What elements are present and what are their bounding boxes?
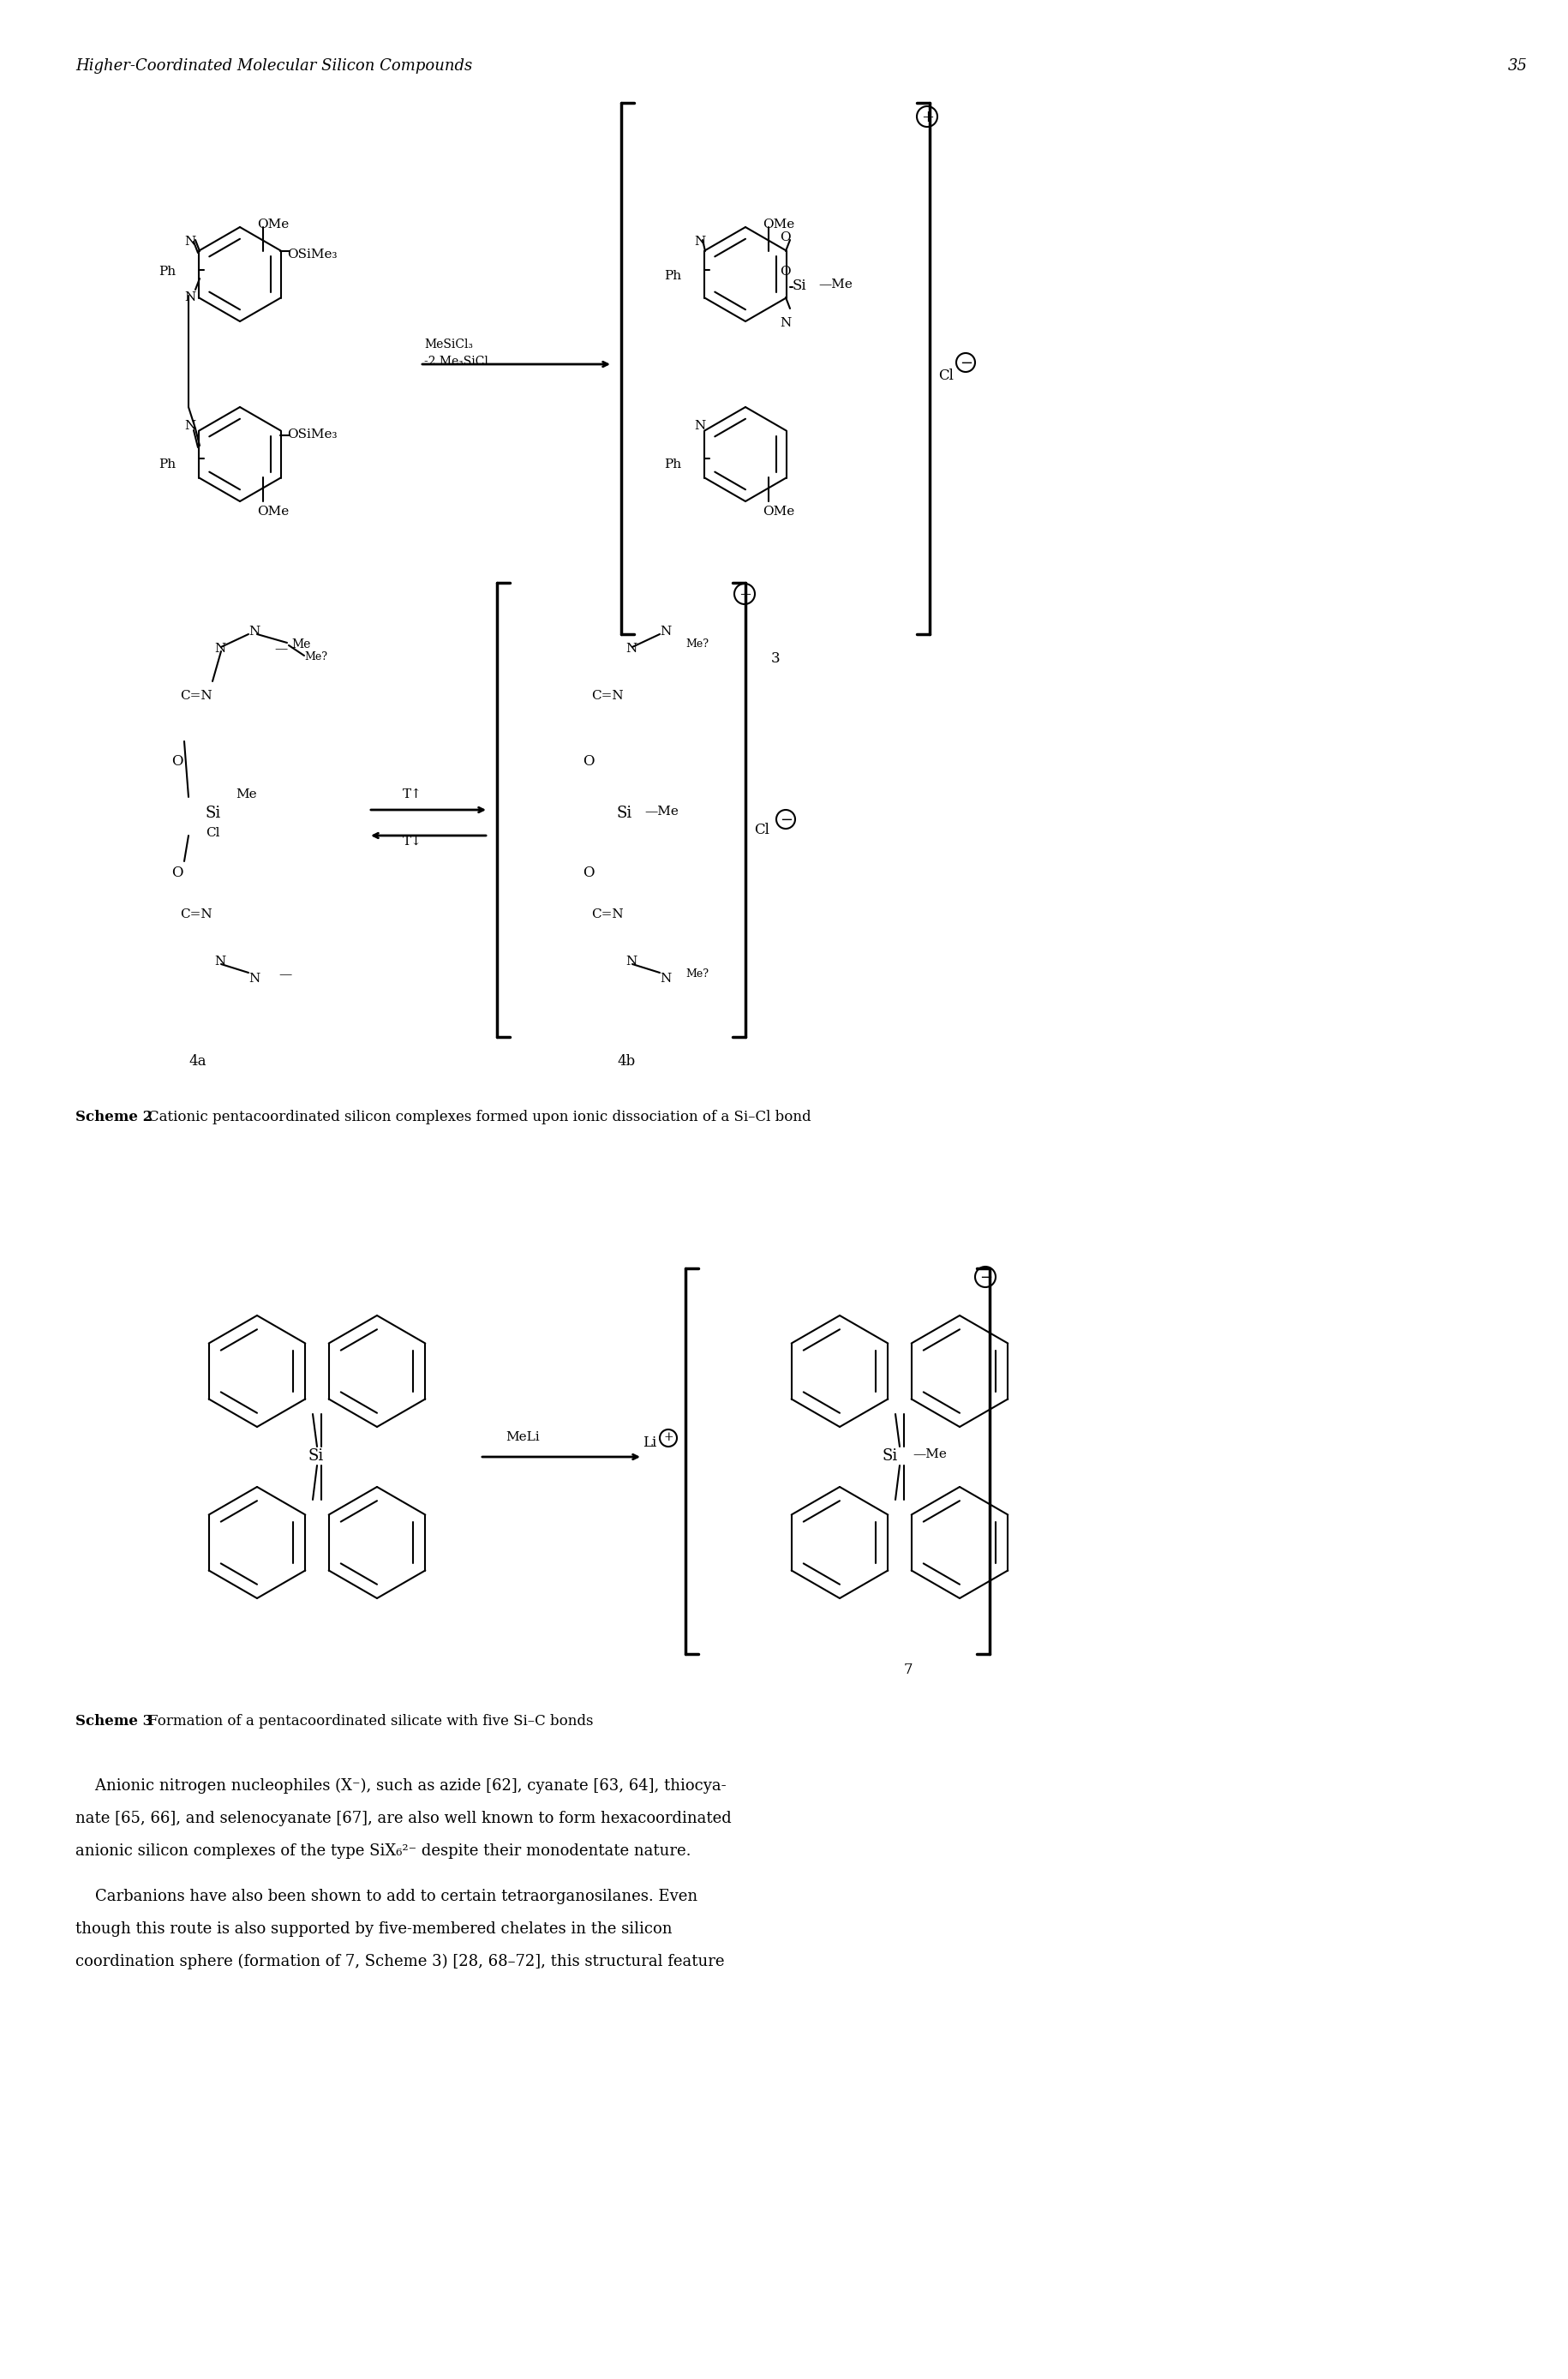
Text: N: N: [660, 626, 671, 638]
Text: O: O: [171, 866, 183, 880]
Text: N: N: [779, 316, 790, 328]
Text: Anionic nitrogen nucleophiles (X⁻), such as azide [62], cyanate [63, 64], thiocy: Anionic nitrogen nucleophiles (X⁻), such…: [75, 1777, 726, 1794]
Text: Cationic pentacoordinated silicon complexes formed upon ionic dissociation of a : Cationic pentacoordinated silicon comple…: [147, 1109, 811, 1125]
Text: 4b: 4b: [616, 1054, 635, 1068]
Text: +: +: [920, 109, 933, 126]
Text: O: O: [779, 266, 790, 278]
Text: +: +: [663, 1432, 674, 1444]
Text: C=N: C=N: [180, 690, 212, 702]
Text: N: N: [693, 421, 706, 433]
Text: N: N: [626, 956, 637, 968]
Text: Ph: Ph: [663, 269, 681, 283]
Text: −: −: [978, 1270, 993, 1285]
Text: N: N: [215, 642, 226, 654]
Text: Cl: Cl: [938, 369, 953, 383]
Text: −: −: [960, 354, 972, 371]
Text: Si: Si: [309, 1449, 325, 1463]
Text: 35: 35: [1507, 57, 1527, 74]
Text: N: N: [248, 973, 260, 985]
Text: OMe: OMe: [762, 507, 793, 519]
Text: MeSiCl₃: MeSiCl₃: [423, 338, 472, 350]
Text: OMe: OMe: [257, 507, 289, 519]
Text: Scheme 3: Scheme 3: [75, 1713, 152, 1730]
Text: −: −: [779, 811, 792, 828]
Text: Si: Si: [205, 806, 221, 821]
Text: —: —: [274, 642, 287, 654]
Text: -2 Me₃SiCl: -2 Me₃SiCl: [423, 354, 488, 369]
Text: C=N: C=N: [591, 690, 622, 702]
Text: —Me: —Me: [644, 806, 677, 818]
Text: 3: 3: [771, 652, 779, 666]
Text: 7: 7: [903, 1663, 913, 1677]
Text: T↓: T↓: [403, 835, 422, 847]
Text: Ph: Ph: [663, 459, 681, 471]
Text: N: N: [183, 236, 196, 247]
Text: coordination sphere (formation of 7, Scheme 3) [28, 68–72], this structural feat: coordination sphere (formation of 7, Sch…: [75, 1953, 724, 1970]
Text: +: +: [739, 588, 751, 602]
Text: N: N: [660, 973, 671, 985]
Text: Me?: Me?: [685, 968, 709, 980]
Text: O: O: [582, 866, 594, 880]
Text: OSiMe₃: OSiMe₃: [287, 428, 337, 440]
Text: Me?: Me?: [685, 638, 709, 649]
Text: N: N: [248, 626, 260, 638]
Text: Formation of a pentacoordinated silicate with five Si–C bonds: Formation of a pentacoordinated silicate…: [147, 1713, 593, 1730]
Text: MeLi: MeLi: [505, 1432, 539, 1444]
Text: Me: Me: [292, 638, 310, 649]
Text: Si: Si: [883, 1449, 898, 1463]
Text: O: O: [171, 754, 183, 768]
Text: Higher-Coordinated Molecular Silicon Compounds: Higher-Coordinated Molecular Silicon Com…: [75, 57, 472, 74]
Text: Si: Si: [792, 278, 806, 293]
Text: 4a: 4a: [188, 1054, 205, 1068]
Text: Li: Li: [643, 1435, 655, 1451]
Text: OMe: OMe: [257, 219, 289, 231]
Text: Ph: Ph: [158, 266, 176, 278]
Text: Me: Me: [235, 787, 257, 799]
Text: T↑: T↑: [403, 787, 422, 799]
Text: nate [65, 66], and selenocyanate [67], are also well known to form hexacoordinat: nate [65, 66], and selenocyanate [67], a…: [75, 1810, 731, 1827]
Text: Si: Si: [616, 806, 632, 821]
Text: Scheme 2: Scheme 2: [75, 1109, 152, 1125]
Text: N: N: [626, 642, 637, 654]
Text: N: N: [183, 290, 196, 305]
Text: N: N: [215, 956, 226, 968]
Text: OMe: OMe: [762, 219, 793, 231]
Text: Cl: Cl: [754, 823, 768, 837]
Text: though this route is also supported by five-membered chelates in the silicon: though this route is also supported by f…: [75, 1922, 671, 1937]
Text: Carbanions have also been shown to add to certain tetraorganosilanes. Even: Carbanions have also been shown to add t…: [75, 1889, 698, 1903]
Text: —: —: [278, 968, 292, 980]
Text: anionic silicon complexes of the type SiX₆²⁻ despite their monodentate nature.: anionic silicon complexes of the type Si…: [75, 1844, 690, 1858]
Text: O: O: [779, 231, 790, 243]
Text: N: N: [183, 421, 196, 433]
Text: —Me: —Me: [913, 1449, 946, 1461]
Text: OSiMe₃: OSiMe₃: [287, 247, 337, 262]
Text: C=N: C=N: [180, 909, 212, 921]
Text: C=N: C=N: [591, 909, 622, 921]
Text: O: O: [582, 754, 594, 768]
Text: Ph: Ph: [158, 459, 176, 471]
Text: Cl: Cl: [205, 828, 220, 840]
Text: —Me: —Me: [818, 278, 851, 290]
Text: N: N: [693, 236, 706, 247]
Text: Me?: Me?: [304, 652, 328, 661]
